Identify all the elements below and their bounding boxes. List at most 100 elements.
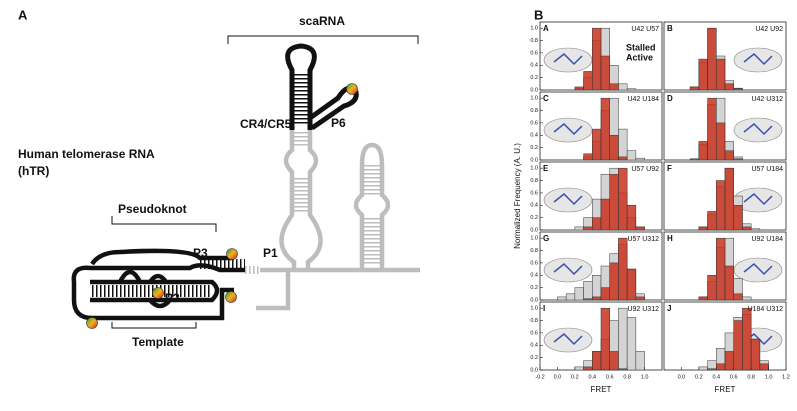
stalled-bar xyxy=(742,226,752,231)
stalled-bar xyxy=(716,58,726,91)
stalled-bar xyxy=(609,83,619,91)
pseudoknot xyxy=(71,248,245,321)
active-bar xyxy=(626,150,637,161)
cartoon-rna xyxy=(553,262,583,276)
stalled-bar xyxy=(583,226,593,231)
y-tick-label: 0.0 xyxy=(530,297,538,303)
panel-letter: I xyxy=(543,304,545,313)
active-bar xyxy=(618,128,628,161)
panel-label: B xyxy=(534,7,543,22)
y-tick-label: 0.8 xyxy=(530,248,538,254)
y-tick-label: 0.4 xyxy=(530,203,538,209)
stalled-bar xyxy=(583,366,593,371)
panel-letter: C xyxy=(543,94,549,103)
active-bar xyxy=(574,287,584,301)
cartoon xyxy=(543,187,593,213)
cartoon xyxy=(543,257,593,283)
y-tick-label: 0.6 xyxy=(530,260,538,266)
y-tick-label: 0.8 xyxy=(530,38,538,44)
panel-letter: A xyxy=(543,24,549,33)
stalled-bar xyxy=(724,265,734,301)
active-bar xyxy=(698,366,708,371)
template-label: Template xyxy=(132,335,184,349)
active-bar xyxy=(626,88,637,91)
stalled-bar xyxy=(716,122,726,161)
cr4cr5-hairpin xyxy=(285,43,359,131)
panel-title: U57 U184 xyxy=(751,166,783,173)
active-bar xyxy=(618,83,628,91)
panel-title: U42 U184 xyxy=(627,96,659,103)
stalled-bar xyxy=(716,237,726,301)
stalled-bar xyxy=(592,217,602,231)
cartoon xyxy=(543,47,593,73)
y-tick-label: 0.6 xyxy=(530,330,538,336)
p6-label: P6 xyxy=(331,116,346,130)
cartoon xyxy=(543,117,593,143)
stalled-bar xyxy=(742,307,752,371)
active-bar xyxy=(583,281,593,301)
active-bar xyxy=(574,366,584,371)
stalled-bar xyxy=(759,363,769,371)
stalled-bar xyxy=(583,71,593,91)
cartoon-rna xyxy=(743,192,773,206)
cartoon xyxy=(733,47,783,73)
stalled-bar xyxy=(618,368,628,371)
stalled-bar xyxy=(618,237,628,301)
y-tick-label: 0.8 xyxy=(530,178,538,184)
stalled-bar xyxy=(707,97,717,161)
y-tick-label: 0.2 xyxy=(530,145,538,151)
y-tick-label: 0.0 xyxy=(530,87,538,93)
y-tick-label: 0.2 xyxy=(530,75,538,81)
stalled-bar xyxy=(600,287,610,301)
panel-title: U184 U312 xyxy=(748,306,784,313)
stalled-bar xyxy=(583,298,593,301)
stalled-bar xyxy=(724,351,734,371)
cartoon xyxy=(733,257,783,283)
y-tick-label: 0.0 xyxy=(530,227,538,233)
panel-title: U92 U312 xyxy=(627,306,659,313)
fluorophore xyxy=(226,248,238,260)
stalled-bar xyxy=(592,27,602,91)
cr4cr5-label: CR4/CR5 xyxy=(240,117,292,131)
stalled-bar xyxy=(592,296,602,301)
p3-label: P3 xyxy=(193,246,208,260)
y-tick-label: 0.0 xyxy=(530,367,538,373)
active-bar xyxy=(592,275,602,301)
x-tick-label: 0.4 xyxy=(712,374,720,380)
stalled-bar xyxy=(698,296,708,301)
y-tick-label: 0.4 xyxy=(530,133,538,139)
stalled-bar xyxy=(724,83,734,91)
stalled-bar xyxy=(733,320,743,371)
cartoon-rna xyxy=(553,122,583,136)
stalled-bar xyxy=(698,141,708,161)
y-tick-label: 0.2 xyxy=(530,355,538,361)
gray-rungs xyxy=(245,132,380,274)
panel-letter: H xyxy=(667,234,673,243)
fluorophore xyxy=(152,287,164,299)
stalled-bar xyxy=(733,158,743,161)
x-tick-label: 1.0 xyxy=(765,374,773,380)
stalled-bar xyxy=(724,150,734,161)
p2-label: P2 xyxy=(165,291,180,305)
p1-label: P1 xyxy=(263,246,278,260)
stalled-bar xyxy=(733,88,743,91)
y-tick-label: 0.0 xyxy=(530,157,538,163)
active-bar xyxy=(742,296,752,301)
panel-title: U92 U184 xyxy=(751,236,783,243)
cartoon-rna xyxy=(743,122,773,136)
stalled-bar xyxy=(689,86,700,91)
stalled-bar xyxy=(609,135,619,161)
fluorophore xyxy=(346,83,358,95)
x-tick-label: 1.0 xyxy=(641,374,649,380)
stalled-bar xyxy=(733,205,743,231)
y-tick-label: 0.4 xyxy=(530,343,538,349)
legend-label: Active xyxy=(626,52,653,62)
y-tick-label: 0.4 xyxy=(530,63,538,69)
cartoon-rna xyxy=(743,52,773,66)
active-bar xyxy=(565,293,576,301)
stalled-bar xyxy=(707,275,717,301)
stalled-bar xyxy=(600,198,610,231)
